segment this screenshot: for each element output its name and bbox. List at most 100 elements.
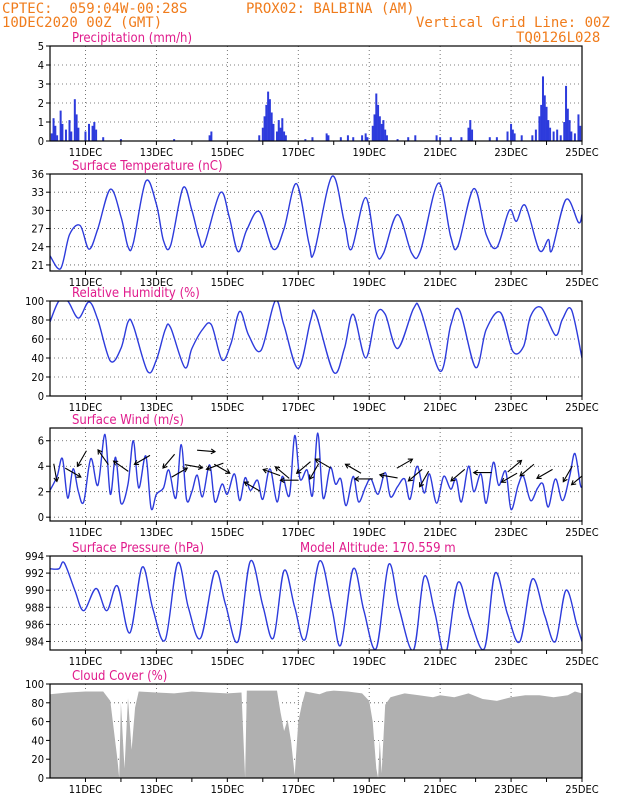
precip-bar bbox=[541, 76, 544, 141]
precip-bar bbox=[284, 135, 287, 141]
y-tick-label: 27 bbox=[31, 223, 44, 236]
precip-bar bbox=[361, 135, 364, 141]
wind-arrow bbox=[197, 448, 217, 455]
precip-bar bbox=[75, 114, 78, 141]
precip-bar bbox=[68, 120, 71, 141]
x-tick-label: 15DEC bbox=[211, 526, 244, 539]
precip-bar bbox=[552, 131, 555, 141]
precip-bar bbox=[210, 131, 213, 141]
wind-arrow bbox=[279, 477, 299, 484]
x-tick-label: 21DEC bbox=[423, 655, 456, 668]
precip-bar bbox=[59, 110, 62, 141]
y-tick-label: 2 bbox=[38, 486, 44, 499]
precip-bar bbox=[366, 137, 369, 141]
wind-arrow bbox=[295, 461, 311, 474]
x-tick-label: 15DEC bbox=[211, 146, 244, 159]
y-tick-label: 60 bbox=[31, 716, 44, 729]
wind-arrow bbox=[507, 459, 523, 473]
y-tick-label: 36 bbox=[31, 168, 44, 181]
series-line bbox=[50, 432, 582, 511]
precip-bar bbox=[577, 114, 580, 141]
header-station: CPTEC: 059:04W-00:28S bbox=[2, 1, 188, 17]
precip-bar bbox=[263, 116, 266, 141]
plot-area bbox=[50, 432, 582, 511]
precip-bar bbox=[570, 131, 573, 141]
precip-bar bbox=[568, 120, 571, 141]
precip-bar bbox=[385, 135, 388, 141]
precip-bar bbox=[272, 123, 275, 141]
x-tick-label: 25DEC bbox=[565, 526, 598, 539]
precip-bar bbox=[277, 120, 280, 141]
precip-bar bbox=[531, 135, 534, 141]
panel-4: Surface Wind (m/s) 0 2 4 6 11DEC 13DEC 15DEC 17D… bbox=[38, 413, 599, 539]
y-tick-label: 80 bbox=[31, 314, 44, 327]
precip-bar bbox=[119, 139, 122, 141]
y-tick-label: 100 bbox=[25, 295, 44, 308]
x-tick-label: 25DEC bbox=[565, 783, 598, 796]
x-tick-label: 23DEC bbox=[494, 783, 527, 796]
wind-arrow bbox=[353, 476, 373, 482]
precip-bar bbox=[346, 135, 349, 141]
precip-bar bbox=[382, 120, 385, 141]
precip-bar bbox=[88, 123, 91, 141]
precip-bar bbox=[471, 129, 474, 141]
precip-bar bbox=[573, 133, 576, 141]
x-tick-label: 11DEC bbox=[69, 526, 102, 539]
y-tick-label: 0 bbox=[38, 390, 44, 403]
wind-arrow bbox=[450, 468, 466, 482]
precip-bar bbox=[73, 99, 76, 141]
x-tick-label: 23DEC bbox=[494, 526, 527, 539]
plot-area bbox=[50, 690, 582, 778]
precip-bar bbox=[311, 137, 314, 141]
precip-bar bbox=[52, 118, 55, 141]
x-tick-label: 13DEC bbox=[140, 783, 173, 796]
wind-arrow bbox=[76, 450, 87, 468]
plot-area bbox=[50, 560, 582, 650]
y-tick-label: 984 bbox=[25, 635, 44, 648]
wind-arrow bbox=[243, 481, 261, 492]
x-tick-label: 19DEC bbox=[353, 655, 386, 668]
header-grid-note: Vertical Grid Line: 00Z bbox=[416, 15, 610, 31]
precip-bar bbox=[549, 127, 552, 141]
precip-bar bbox=[339, 137, 342, 141]
precip-bar bbox=[377, 104, 380, 141]
x-tick-label: 25DEC bbox=[565, 655, 598, 668]
x-tick-label: 17DEC bbox=[282, 146, 315, 159]
precip-bar bbox=[261, 127, 264, 141]
x-tick-label: 13DEC bbox=[140, 401, 173, 414]
wind-arrow bbox=[314, 458, 332, 469]
precip-bar bbox=[545, 106, 548, 141]
x-tick-label: 23DEC bbox=[494, 401, 527, 414]
series-line bbox=[50, 560, 582, 650]
precip-bar bbox=[396, 139, 399, 141]
y-tick-label: 988 bbox=[25, 601, 44, 614]
precip-bar bbox=[373, 114, 376, 141]
wind-arrow bbox=[133, 454, 151, 465]
panel-3: Relative Humidity (%) 0 20 40 60 80 100 11DEC 13… bbox=[25, 286, 599, 414]
x-tick-label: 11DEC bbox=[69, 655, 102, 668]
panel-frame bbox=[49, 173, 583, 272]
precip-bar bbox=[467, 127, 470, 141]
wind-arrow bbox=[112, 460, 129, 472]
y-tick-label: 4 bbox=[38, 460, 44, 473]
precip-bar bbox=[513, 133, 516, 141]
x-tick-label: 13DEC bbox=[140, 526, 173, 539]
panel-frame bbox=[49, 555, 583, 651]
precip-bar bbox=[93, 122, 96, 141]
precip-bar bbox=[540, 104, 543, 141]
precip-bar bbox=[54, 125, 57, 141]
precip-bar bbox=[384, 129, 387, 141]
x-tick-label: 17DEC bbox=[282, 401, 315, 414]
precip-bar bbox=[268, 99, 271, 141]
wind-arrow bbox=[396, 458, 414, 469]
panel-frame bbox=[49, 45, 583, 142]
precip-bar bbox=[364, 133, 367, 141]
y-tick-label: 0 bbox=[38, 511, 44, 524]
precip-bar bbox=[435, 135, 438, 141]
y-tick-label: 2 bbox=[38, 97, 44, 110]
y-tick-label: 6 bbox=[38, 435, 44, 448]
precip-bar bbox=[50, 133, 53, 141]
precip-bar bbox=[84, 131, 87, 141]
wind-arrow bbox=[536, 468, 553, 479]
